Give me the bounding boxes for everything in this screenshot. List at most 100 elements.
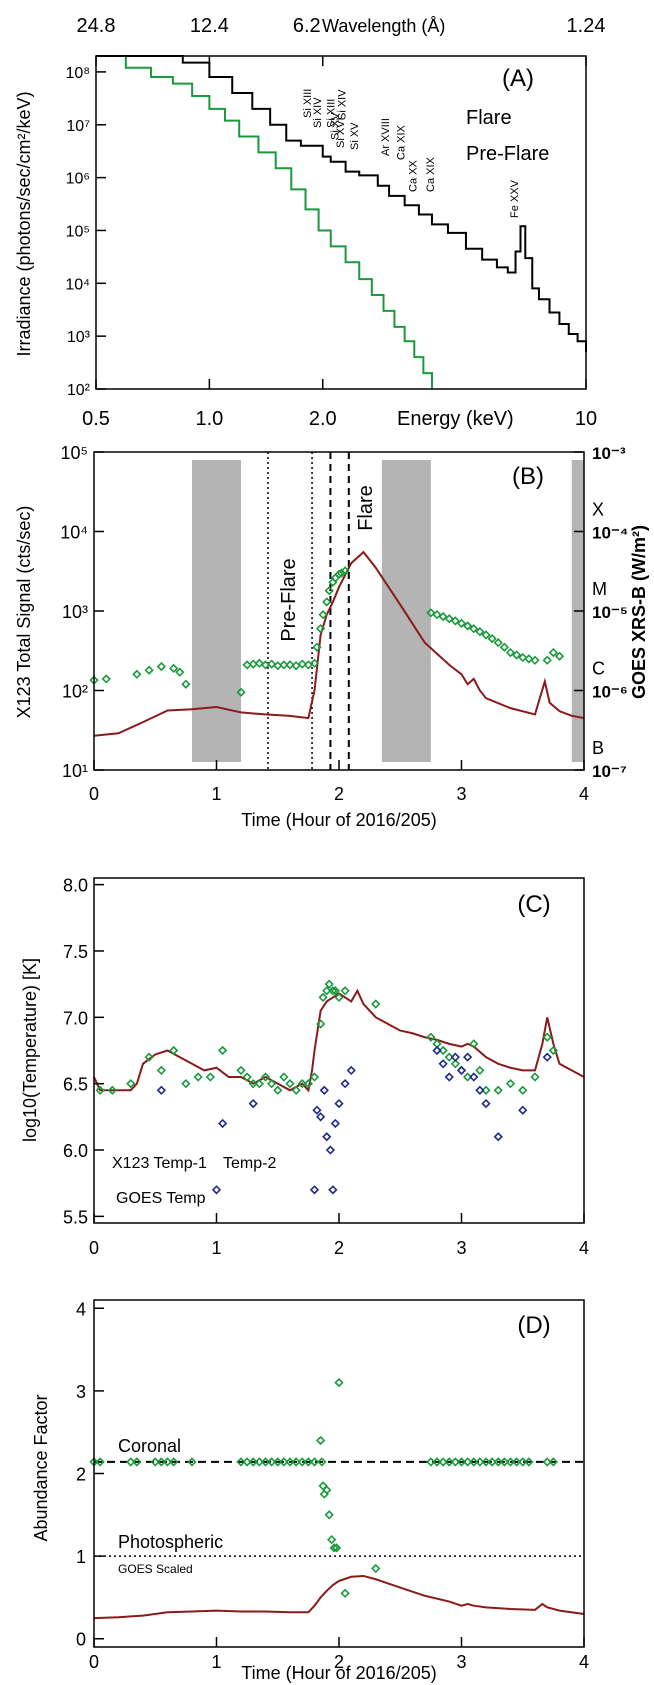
panel-b-plot-area	[89, 550, 585, 737]
panel-a-plot-area	[96, 55, 587, 389]
panel-b-y-ticks: 10¹ 10² 10³ 10⁴ 10⁵	[60, 443, 104, 781]
temp2-point	[322, 1132, 332, 1142]
x123-signal-point	[432, 610, 442, 620]
abundance-point	[248, 1457, 258, 1467]
abundance-point	[260, 1457, 271, 1467]
y-tick-label: 6.0	[63, 1141, 88, 1161]
x123-signal-point	[309, 658, 320, 668]
panel-d-y-axis-title: Abundance Factor	[31, 1394, 51, 1541]
temp2-point	[518, 1105, 528, 1115]
x123-signal-point	[236, 687, 246, 697]
temp1-point	[156, 1065, 167, 1076]
abundance-point	[162, 1457, 173, 1467]
goes-class-label: M	[592, 579, 607, 599]
temp1-point	[95, 1085, 105, 1095]
temp1-point	[548, 1045, 559, 1056]
temp1-point	[168, 1045, 179, 1056]
x123-signal-point	[175, 667, 185, 677]
x123-signal-point	[499, 642, 510, 652]
temp1-point	[518, 1085, 528, 1095]
abundance-point	[511, 1457, 522, 1467]
legend-x123-temp1: X123 Temp-1	[112, 1155, 207, 1172]
abundance-point	[432, 1457, 442, 1467]
y-tick-label: 6.5	[63, 1075, 88, 1095]
x-tick-label: 1.0	[195, 408, 223, 430]
temp1-point	[236, 1065, 246, 1076]
y-tick-label: 10⁸	[65, 65, 90, 82]
panel-b-label: (B)	[512, 463, 544, 490]
x-tick-label: 4	[579, 1238, 589, 1258]
line-id-label: Si XV	[349, 122, 361, 150]
panel-d-frame	[93, 1299, 585, 1648]
temp1-point	[266, 1079, 277, 1089]
goes-class-label: C	[592, 659, 605, 679]
panel-b-frame	[93, 451, 585, 771]
x123-signal-point	[297, 659, 307, 669]
panel-d-plot-area	[89, 1377, 585, 1620]
x123-signal-point	[340, 566, 350, 576]
abundance-point	[132, 1457, 142, 1467]
x-tick-label: 2	[334, 784, 344, 804]
panel-a-y-ticks: 10⁸ 10⁷ 10⁶ 10⁵ 10⁴ 10³ 10²	[65, 65, 106, 399]
line-id-label: Si XV	[329, 112, 341, 140]
temp1-point	[315, 1019, 326, 1029]
x-tick-label: 10	[575, 408, 597, 430]
x123-signal-point	[444, 614, 454, 624]
panel-a-x-axis-title: Energy (keV)	[397, 408, 514, 430]
annotation-photospheric: Photospheric	[118, 1532, 223, 1552]
y-tick-label: 0	[76, 1630, 86, 1650]
y-tick-label: 1	[76, 1547, 86, 1567]
line-id-label: Si XIV	[337, 89, 349, 120]
x123-signal-point	[144, 665, 154, 675]
y-tick-label: 10³	[67, 329, 91, 346]
temp1-point	[254, 1079, 265, 1089]
panel-c: 0 1 2 3 4 8.0 7.5 7.0 6.5 6.0 5.5 log10(Temperatu…	[20, 876, 589, 1258]
abundance-point	[462, 1457, 473, 1467]
x123-signal-point	[315, 624, 326, 634]
x-tick-label: 2	[334, 1238, 344, 1258]
x-tick-label: 3	[456, 1652, 466, 1672]
temp1-point	[322, 986, 332, 996]
abundance-point	[254, 1457, 265, 1467]
panel-a-top-axis-title: Wavelength (Å)	[322, 16, 445, 36]
x123-signal-point	[481, 630, 491, 640]
x123-signal-point	[554, 651, 565, 661]
x123-signal-point	[462, 621, 473, 631]
right-tick-label: 10⁻⁴	[592, 524, 628, 543]
temp1-point	[303, 1079, 314, 1089]
abundance-point	[469, 1457, 479, 1467]
abundance-point	[340, 1588, 350, 1598]
legend-preflare: Pre-Flare	[466, 143, 549, 165]
y-tick-label: 4	[76, 1299, 86, 1319]
temp2-point	[481, 1098, 491, 1109]
temp1-point	[542, 1032, 552, 1042]
abundance-point	[524, 1457, 534, 1467]
temp1-point	[242, 1072, 252, 1082]
x123-signal-point	[511, 650, 522, 660]
panel-b-right-axis-title: GOES XRS-B (W/m²)	[629, 525, 649, 699]
panel-c-plot-area	[93, 979, 585, 1195]
temp1-point	[426, 1032, 436, 1042]
abundance-point	[273, 1457, 283, 1467]
preflare-spectrum	[96, 55, 433, 389]
abundance-point	[456, 1457, 467, 1467]
top-tick-label: 1.24	[567, 15, 606, 37]
x123-signal-point	[438, 611, 448, 622]
line-id-label: Si XIII	[326, 99, 338, 128]
temp2-point	[346, 1065, 356, 1076]
top-tick-label: 24.8	[77, 15, 116, 37]
y-tick-label: 10¹	[62, 761, 88, 781]
x123-signal-point	[132, 669, 142, 679]
goes-scaled-curve	[93, 1574, 585, 1620]
right-tick-label: 10⁻⁶	[592, 683, 628, 702]
temp2-point	[217, 1118, 228, 1129]
x123-signal-point	[322, 597, 332, 607]
temp2-point	[456, 1065, 467, 1076]
abundance-point	[487, 1457, 497, 1467]
temp1-point	[248, 1079, 258, 1089]
temp1-point	[334, 992, 344, 1003]
line-id-label: Ar XVIII	[380, 118, 392, 156]
temp2-point	[462, 1052, 473, 1062]
abundance-point	[322, 1485, 332, 1495]
